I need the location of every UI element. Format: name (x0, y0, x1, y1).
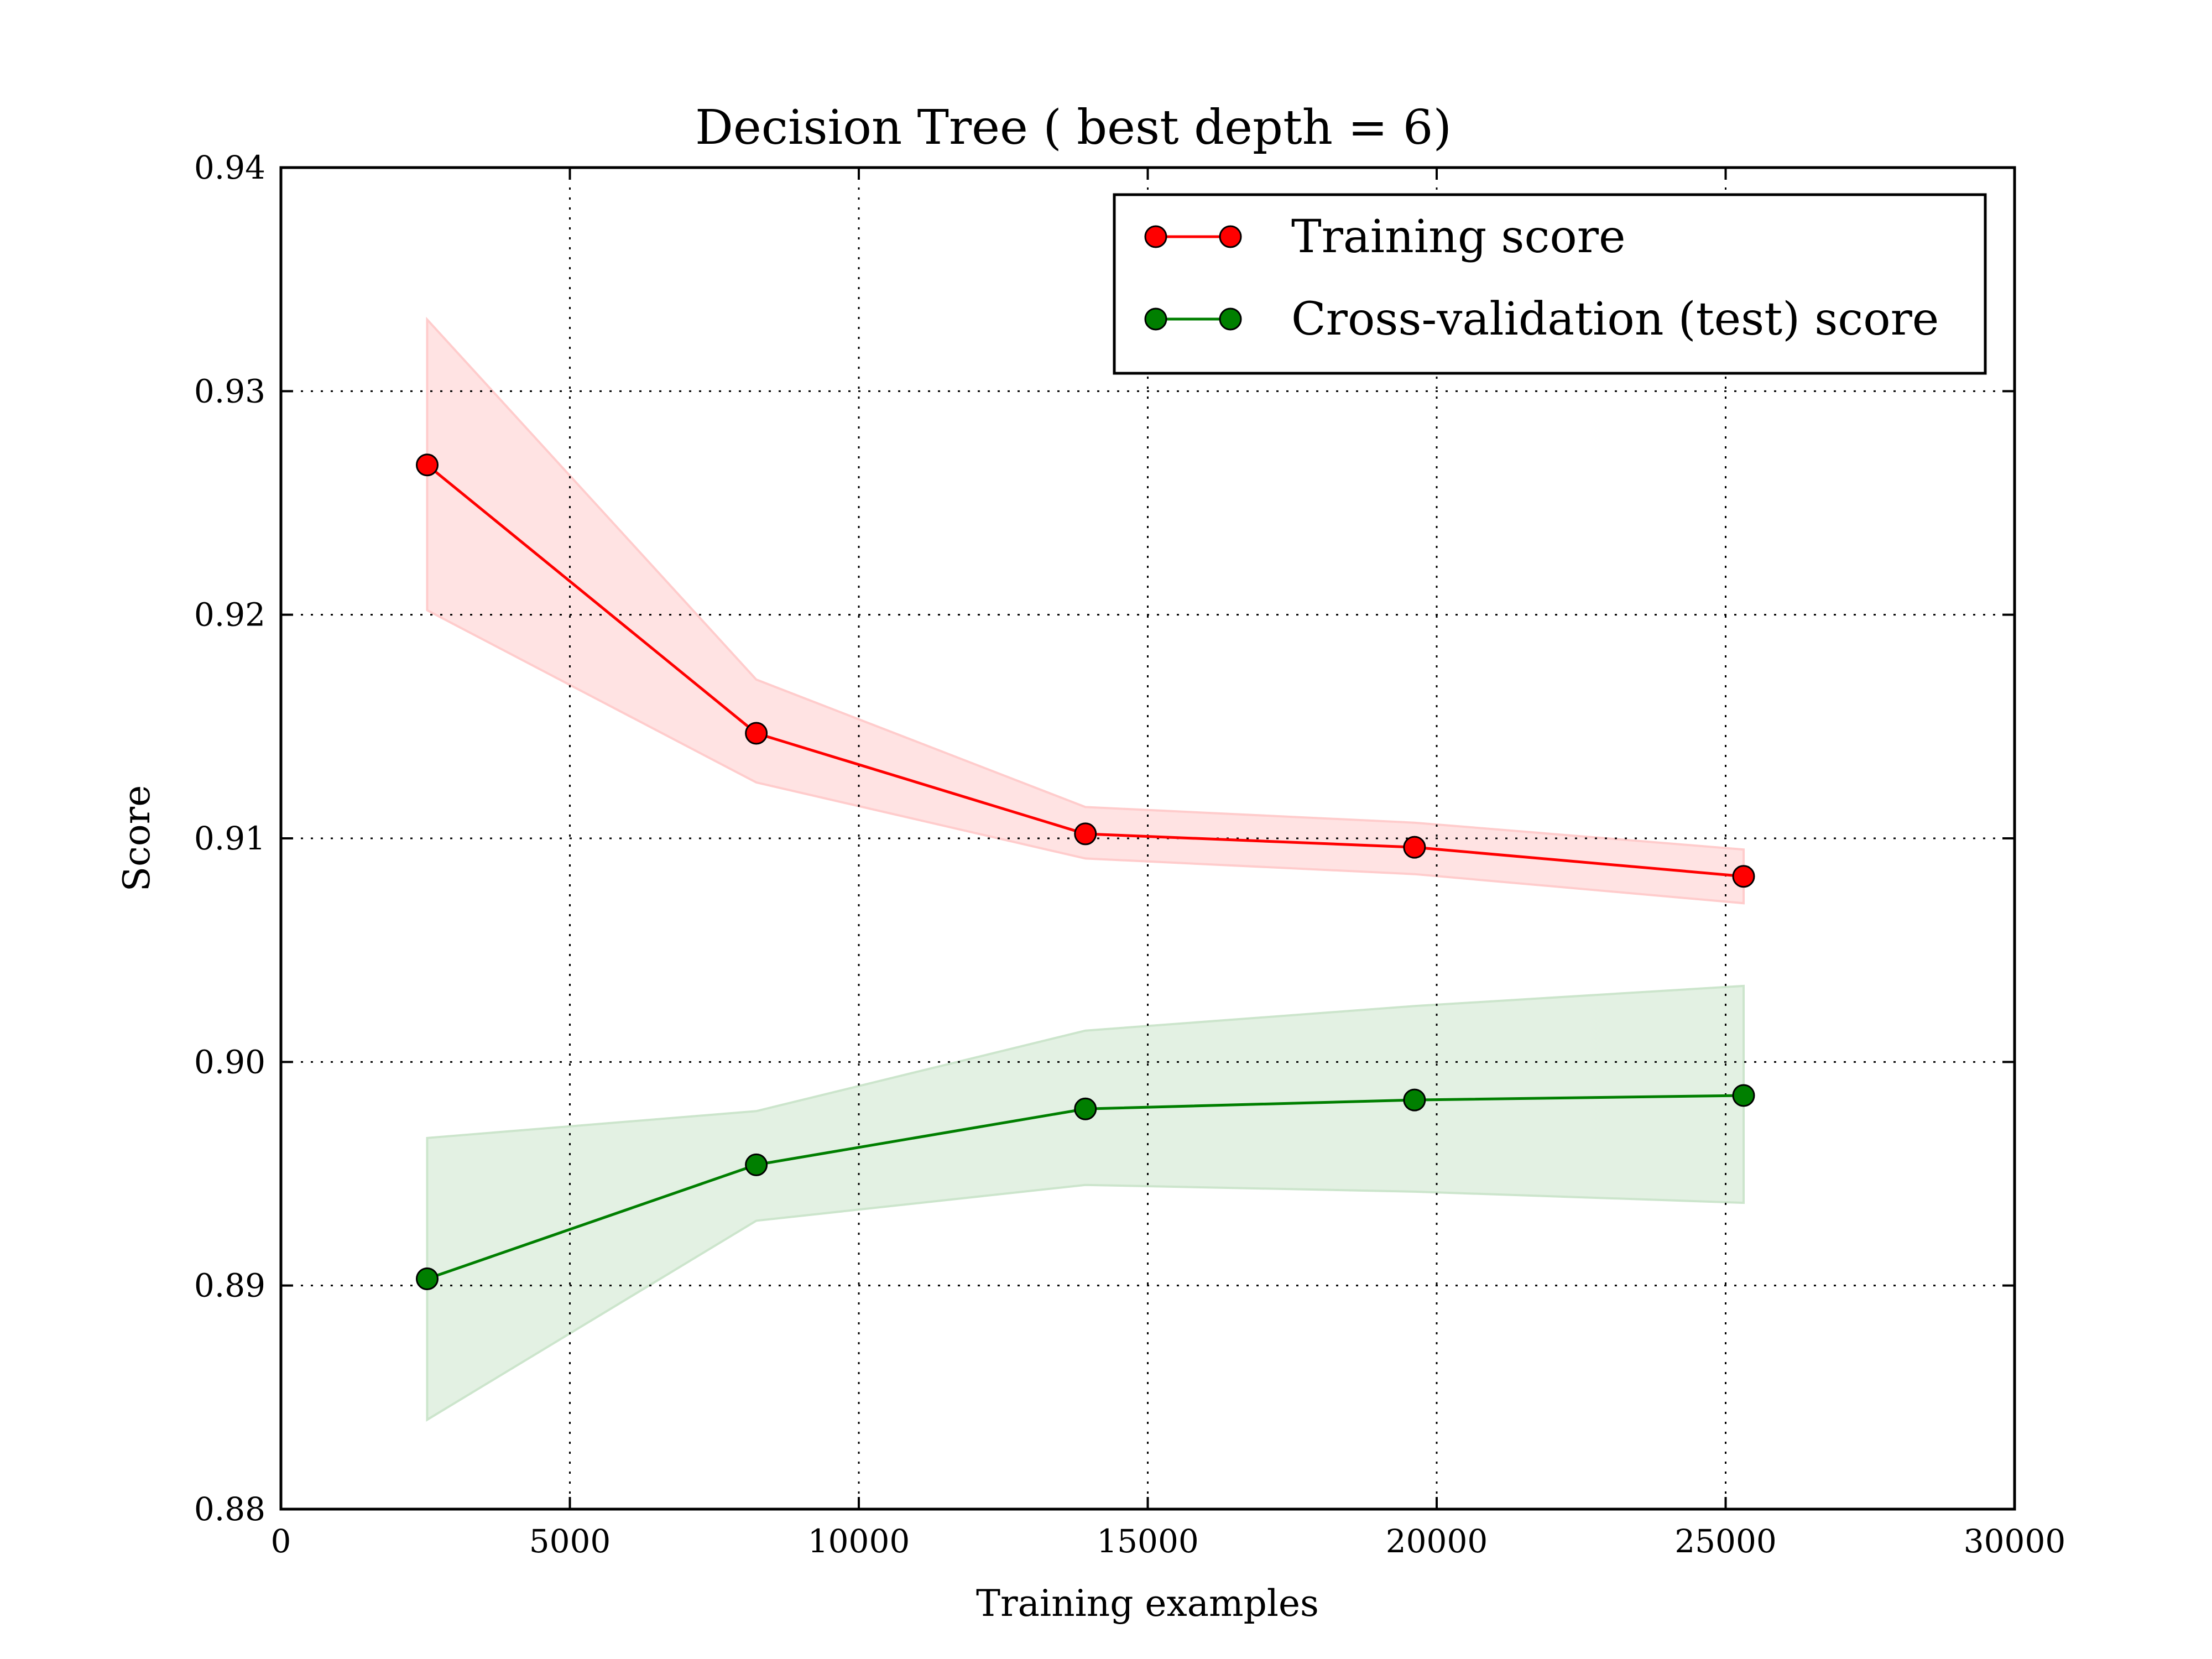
x-tick-labels: 0 5000 10000 15000 20000 25000 30000 (271, 1522, 2066, 1560)
legend-marker-cv (1144, 307, 1167, 331)
x-tick-label: 20000 (1386, 1522, 1488, 1560)
legend-label-cv: Cross-validation (test) score (1291, 293, 1939, 346)
legend-box (1113, 193, 1987, 375)
band-0 (426, 316, 1745, 905)
x-tick-label: 30000 (1964, 1522, 2066, 1560)
legend-marker-training (1219, 225, 1242, 248)
legend: Training score Cross-validation (test) s… (1113, 193, 1987, 375)
data-point-0-4 (1732, 865, 1755, 888)
y-tick-label: 0.94 (194, 149, 265, 186)
x-tick-label: 10000 (808, 1522, 910, 1560)
y-tick-label: 0.93 (194, 372, 265, 410)
chart-title: Decision Tree ( best depth = 6) (695, 100, 1452, 155)
data-point-0-3 (1403, 836, 1426, 859)
x-tick-label: 25000 (1674, 1522, 1777, 1560)
x-tick-label: 0 (271, 1522, 291, 1560)
legend-marker-cv (1219, 307, 1242, 331)
y-axis-title: Score (116, 785, 158, 892)
y-tick-label: 0.89 (194, 1267, 265, 1305)
y-tick-label: 0.88 (194, 1490, 265, 1528)
x-axis-title: Training examples (976, 1582, 1319, 1625)
y-tick-label: 0.92 (194, 596, 265, 634)
series-markers (415, 453, 1755, 1291)
axis-ticks (280, 166, 2016, 1510)
data-point-0-1 (745, 722, 768, 745)
data-point-1-3 (1403, 1088, 1426, 1112)
grid-lines (281, 168, 2015, 1509)
data-point-0-2 (1074, 822, 1097, 846)
data-point-1-2 (1074, 1097, 1097, 1120)
y-tick-label: 0.91 (194, 820, 265, 857)
legend-label-training: Training score (1291, 211, 1626, 263)
legend-marker-training (1144, 225, 1167, 248)
y-tick-label: 0.90 (194, 1043, 265, 1081)
data-point-1-4 (1732, 1084, 1755, 1107)
data-point-0-0 (415, 453, 439, 477)
data-point-1-0 (415, 1267, 439, 1291)
data-point-1-1 (745, 1153, 768, 1176)
x-tick-label: 5000 (529, 1522, 611, 1560)
x-tick-label: 15000 (1097, 1522, 1199, 1560)
y-tick-labels: 0.88 0.89 0.90 0.91 0.92 0.93 0.94 (194, 149, 265, 1528)
